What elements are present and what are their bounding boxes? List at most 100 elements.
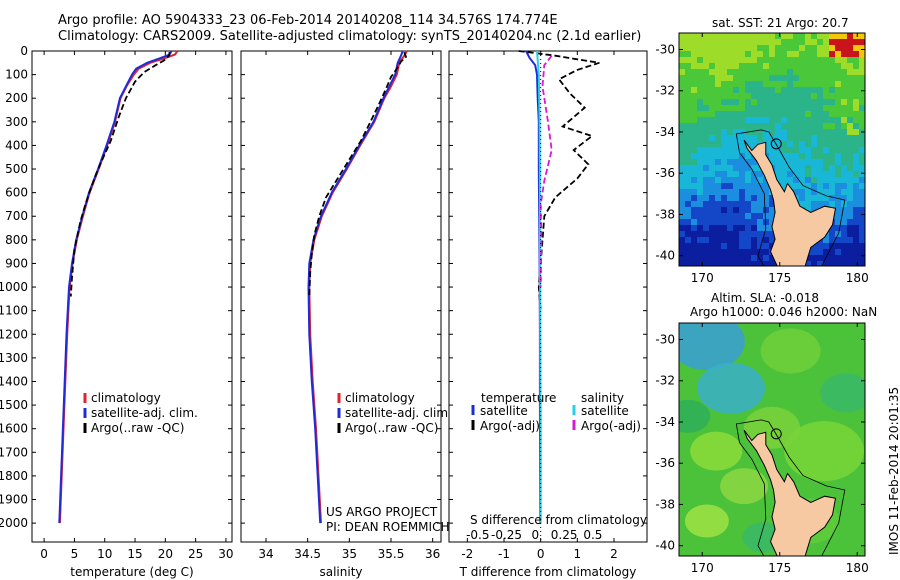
sst-cell bbox=[745, 135, 752, 142]
sst-cell bbox=[709, 129, 716, 136]
sst-cell bbox=[787, 147, 794, 154]
sst-cell bbox=[793, 141, 800, 148]
sst-cell bbox=[721, 93, 728, 100]
sst-cell bbox=[745, 99, 752, 106]
sst-cell bbox=[817, 33, 824, 40]
sst-cell bbox=[703, 69, 710, 76]
sla-anomaly-patch bbox=[684, 504, 729, 538]
sst-cell bbox=[745, 33, 752, 40]
sst-cell bbox=[829, 159, 836, 166]
sst-cell bbox=[829, 45, 836, 52]
sla-lat-tick-label: -34 bbox=[655, 415, 675, 429]
sst-cell bbox=[781, 93, 788, 100]
sst-cell bbox=[727, 183, 734, 190]
sst-cell bbox=[745, 225, 752, 232]
sst-cell bbox=[847, 111, 854, 118]
sst-cell bbox=[733, 123, 740, 130]
sst-cell bbox=[691, 249, 698, 256]
sst-cell bbox=[835, 207, 842, 214]
sst-cell bbox=[745, 123, 752, 130]
sst-cell bbox=[859, 93, 865, 100]
depth-tick-label: 1900 bbox=[0, 493, 28, 507]
temperature-xtick-label: 30 bbox=[218, 547, 233, 561]
sla-lat-tick-label: -32 bbox=[655, 374, 675, 388]
salinity-xtick-label: 35 bbox=[342, 547, 357, 561]
sst-cell bbox=[793, 117, 800, 124]
sst-cell bbox=[709, 57, 716, 64]
sst-cell bbox=[727, 135, 734, 142]
sst-cell bbox=[679, 147, 686, 154]
sst-cell bbox=[841, 255, 848, 262]
sst-cell bbox=[703, 213, 710, 220]
sst-cell bbox=[733, 231, 740, 238]
sst-cell bbox=[703, 201, 710, 208]
sst-cell bbox=[775, 33, 782, 40]
sst-cell bbox=[847, 147, 854, 154]
sst-cell bbox=[715, 165, 722, 172]
sst-cell bbox=[805, 81, 812, 88]
sst-cell bbox=[757, 135, 764, 142]
sst-cell bbox=[787, 33, 794, 40]
sst-cell bbox=[859, 171, 865, 178]
sst-cell bbox=[739, 147, 746, 154]
sst-cell bbox=[799, 153, 806, 160]
sst-cell bbox=[733, 159, 740, 166]
sst-cell bbox=[727, 93, 734, 100]
sla-lon-tick-label: 175 bbox=[768, 561, 791, 575]
sst-cell bbox=[739, 63, 746, 70]
sst-cell bbox=[775, 117, 782, 124]
depth-tick-label: 2000 bbox=[0, 516, 28, 530]
sst-cell bbox=[745, 255, 752, 262]
sst-cell bbox=[685, 105, 692, 112]
sst-cell bbox=[709, 171, 716, 178]
sst-cell bbox=[709, 75, 716, 82]
sst-cell bbox=[805, 75, 812, 82]
sst-cell bbox=[805, 63, 812, 70]
sst-cell bbox=[817, 63, 824, 70]
sst-cell bbox=[841, 165, 848, 172]
sst-cell bbox=[811, 261, 818, 266]
sst-cell bbox=[685, 45, 692, 52]
sst-cell bbox=[703, 63, 710, 70]
sst-cell bbox=[853, 39, 860, 46]
sst-cell bbox=[841, 207, 848, 214]
salinity-x-axis-label: salinity bbox=[319, 565, 362, 579]
sst-cell bbox=[751, 195, 758, 202]
sst-cell bbox=[691, 129, 698, 136]
sst-cell bbox=[781, 51, 788, 58]
sst-cell bbox=[859, 123, 865, 130]
sst-cell bbox=[727, 33, 734, 40]
sst-cell bbox=[763, 129, 770, 136]
sst-cell bbox=[829, 99, 836, 106]
sst-cell bbox=[853, 141, 860, 148]
sst-cell bbox=[739, 219, 746, 226]
sst-cell bbox=[853, 159, 860, 166]
sst-cell bbox=[715, 195, 722, 202]
sst-cell bbox=[823, 201, 830, 208]
sst-cell bbox=[745, 165, 752, 172]
sst-cell bbox=[817, 57, 824, 64]
sst-cell bbox=[679, 219, 686, 226]
sst-cell bbox=[775, 69, 782, 76]
sst-cell bbox=[775, 141, 782, 148]
sst-cell bbox=[859, 195, 865, 202]
sst-cell bbox=[727, 111, 734, 118]
sst-cell bbox=[733, 63, 740, 70]
sst-cell bbox=[853, 231, 860, 238]
sst-cell bbox=[841, 117, 848, 124]
sst-cell bbox=[835, 213, 842, 220]
sst-cell bbox=[781, 177, 788, 184]
sst-cell bbox=[781, 135, 788, 142]
depth-tick-label: 800 bbox=[5, 233, 28, 247]
sst-cell bbox=[841, 81, 848, 88]
sst-cell bbox=[769, 147, 776, 154]
temperature-x-axis-label: temperature (deg C) bbox=[70, 565, 193, 579]
sst-cell bbox=[769, 87, 776, 94]
sst-cell bbox=[829, 201, 836, 208]
sst-cell bbox=[685, 39, 692, 46]
sst-cell bbox=[733, 219, 740, 226]
sst-cell bbox=[853, 105, 860, 112]
diff-legend-temp-argo: Argo(-adj) bbox=[480, 419, 540, 433]
sst-cell bbox=[757, 69, 764, 76]
sst-cell bbox=[781, 183, 788, 190]
